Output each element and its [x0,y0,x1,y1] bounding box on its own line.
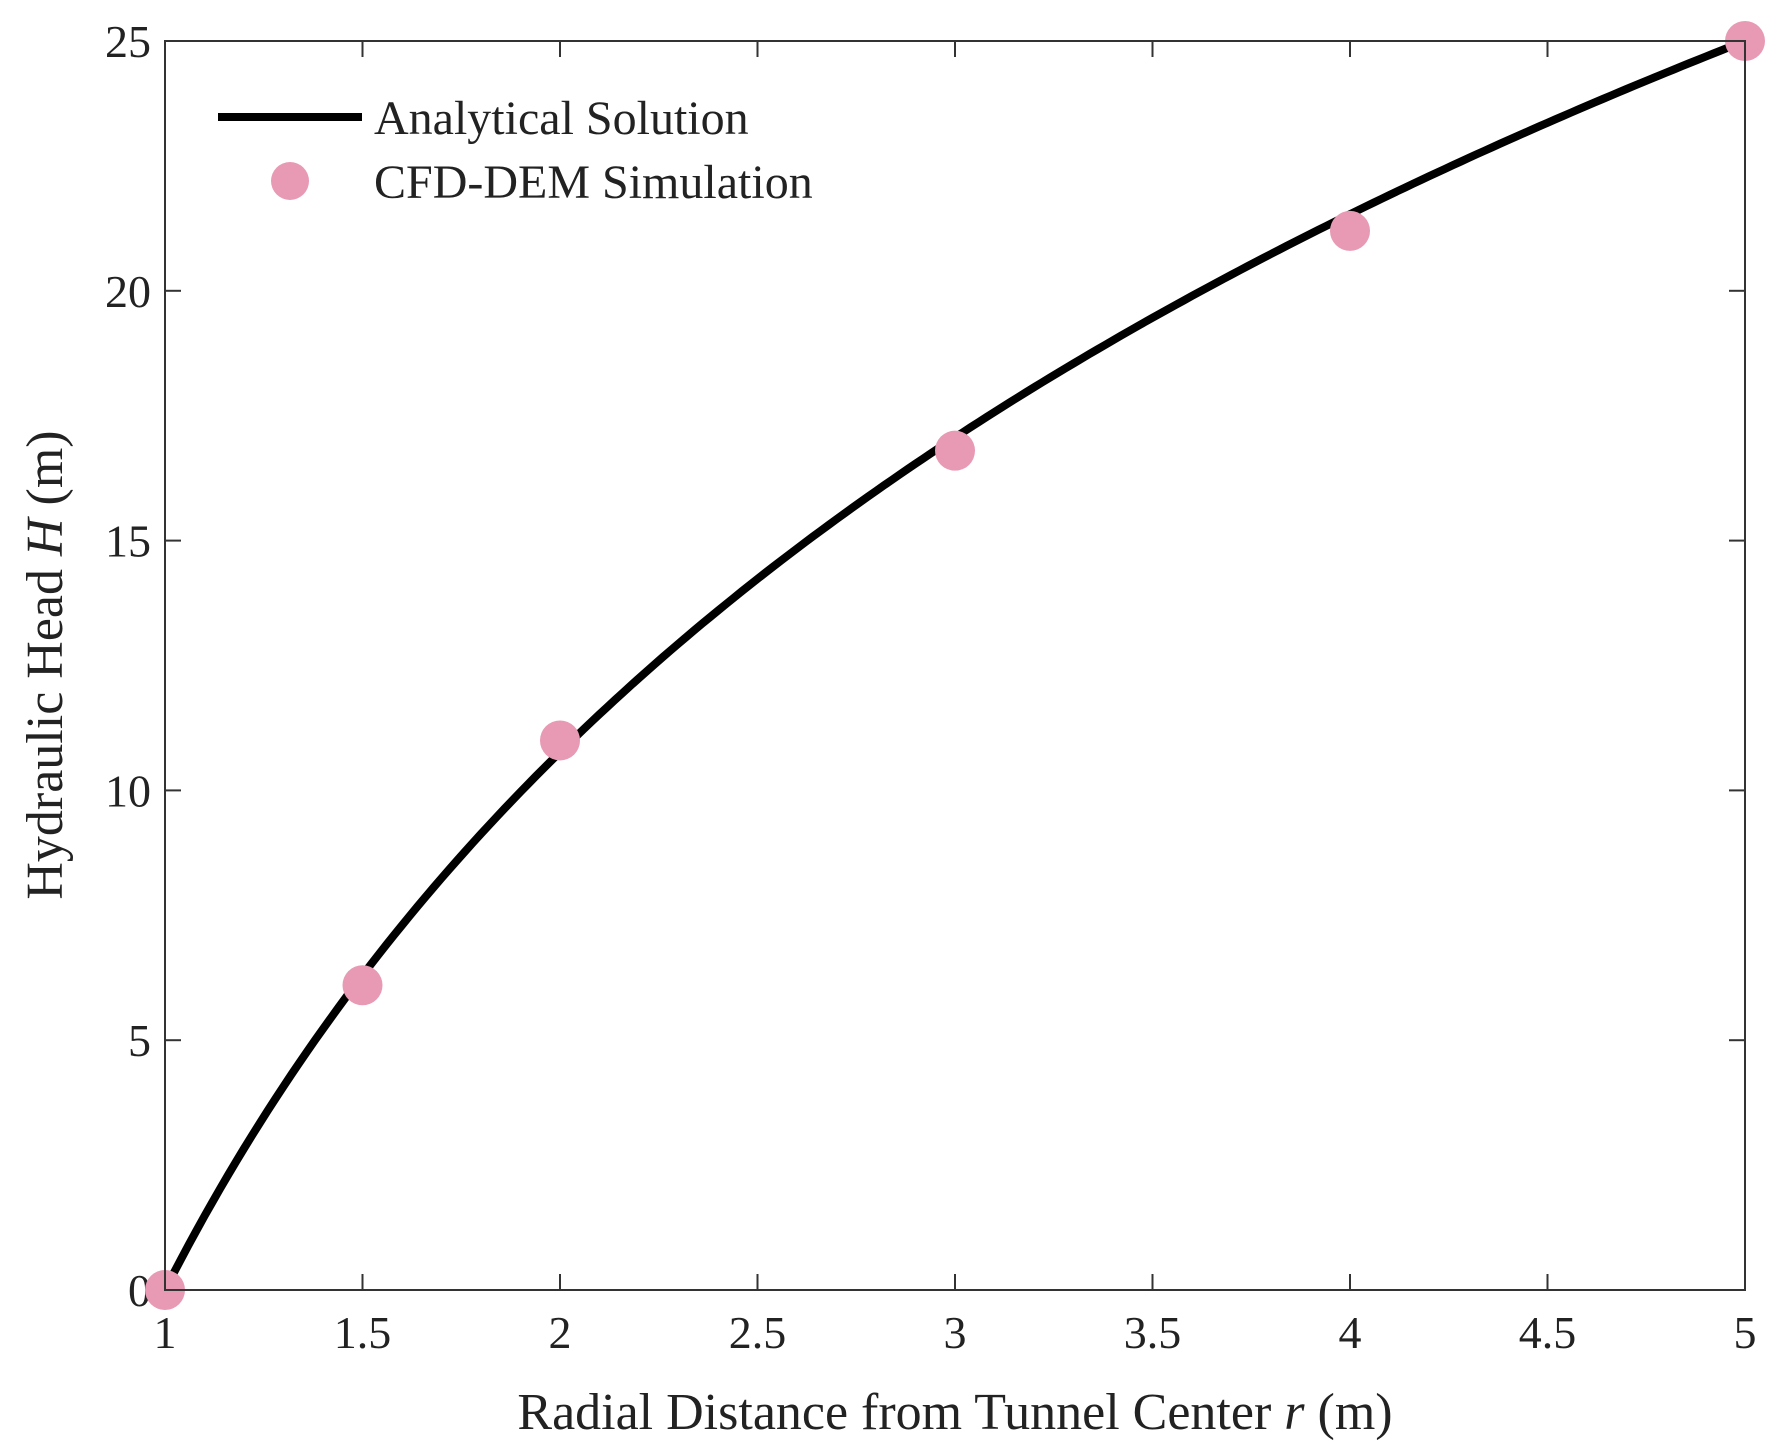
legend-label-cfd-dem: CFD-DEM Simulation [374,156,813,209]
x-tick-label: 2 [549,1307,572,1358]
y-tick-label: 15 [105,516,151,567]
x-tick-label: 4 [1339,1307,1362,1358]
legend: Analytical Solution CFD-DEM Simulation [218,92,813,209]
y-tick-label: 20 [105,266,151,317]
legend-marker-swatch [271,162,309,200]
cfd-dem-points [145,21,1765,1310]
data-point [342,965,383,1006]
x-tick-label: 2.5 [729,1307,787,1358]
x-axis-label: Radial Distance from Tunnel Center r (m) [517,1384,1392,1441]
plot-frame [164,40,1746,1291]
y-axis-label: Hydraulic Head H (m) [17,430,74,899]
x-tick-label: 1.5 [334,1307,392,1358]
x-tick-label: 1 [154,1307,177,1358]
x-tick-label: 3.5 [1124,1307,1182,1358]
analytical-solution-line [161,37,1747,1292]
y-tick-label: 0 [128,1265,151,1316]
x-tick-label: 4.5 [1519,1307,1577,1358]
y-tick-label: 25 [105,16,151,67]
ticks: 1 1.5 2 2.5 3 3.5 4 4.5 5 0 5 10 15 20 25 [105,16,1757,1358]
legend-label-analytical: Analytical Solution [374,92,749,145]
x-tick-label: 5 [1734,1307,1757,1358]
data-point [935,430,975,471]
data-point [1330,210,1370,251]
data-point [540,720,580,761]
x-tick-label: 3 [944,1307,967,1358]
y-tick-label: 5 [128,1015,151,1066]
y-tick-label: 10 [105,765,151,816]
